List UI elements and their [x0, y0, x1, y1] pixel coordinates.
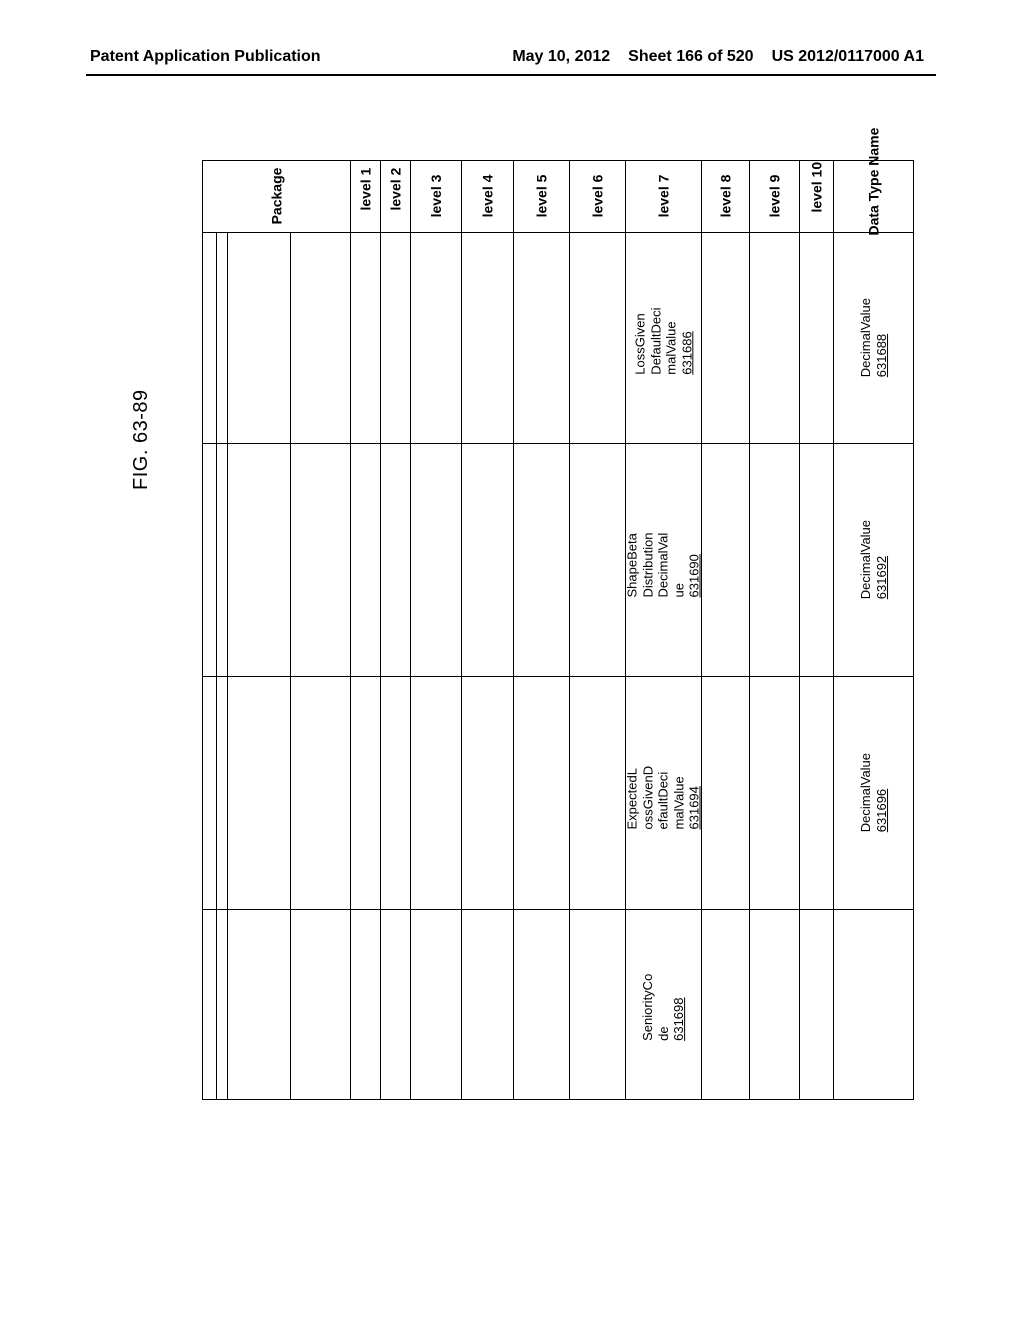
col-level-2: level 2 — [381, 161, 411, 233]
table-row: SeniorityCo de631698 — [203, 909, 914, 1099]
cell-datatype — [834, 909, 914, 1099]
cell-datatype: DecimalValue631688 — [834, 232, 914, 443]
col-package: Package — [203, 161, 351, 233]
header-sheet: Sheet 166 of 520 — [628, 48, 753, 66]
col-level-7: level 7 — [626, 161, 702, 233]
cell-level7: ShapeBeta Distribution DecimalVal ue6316… — [626, 444, 702, 677]
table-row: ExpectedL ossGivenD efaultDeci malValue6… — [203, 677, 914, 910]
col-datatype: Data Type Name — [834, 161, 914, 233]
table-row: ShapeBeta Distribution DecimalVal ue6316… — [203, 444, 914, 677]
ref-number: 631692 — [874, 556, 889, 599]
col-level-10: level 10 — [800, 161, 834, 233]
col-level-4: level 4 — [462, 161, 514, 233]
header-date: May 10, 2012 — [512, 48, 610, 66]
ref-number: 631686 — [679, 332, 694, 375]
cell-datatype: DecimalValue631692 — [834, 444, 914, 677]
cell-level7: LossGiven DefaultDeci malValue631686 — [626, 232, 702, 443]
ref-number: 631696 — [874, 788, 889, 831]
col-level-1: level 1 — [351, 161, 381, 233]
header-pubno: US 2012/0117000 A1 — [772, 48, 924, 66]
cell-datatype: DecimalValue631696 — [834, 677, 914, 910]
col-level-9: level 9 — [750, 161, 800, 233]
cell-level7: ExpectedL ossGivenD efaultDeci malValue6… — [626, 677, 702, 910]
col-level-3: level 3 — [411, 161, 462, 233]
figure-label: FIG. 63-89 — [130, 389, 153, 490]
col-level-5: level 5 — [514, 161, 570, 233]
page-header: Patent Application Publication May 10, 2… — [0, 48, 1024, 66]
cell-level7: SeniorityCo de631698 — [626, 909, 702, 1099]
data-table: Package level 1 level 2 level 3 level 4 … — [202, 160, 914, 1100]
header-rule — [86, 74, 936, 76]
ref-number: 631694 — [687, 786, 702, 829]
header-left: Patent Application Publication — [90, 48, 321, 66]
ref-number: 631690 — [687, 554, 702, 597]
col-level-6: level 6 — [570, 161, 626, 233]
table-row: LossGiven DefaultDeci malValue631686 Dec… — [203, 232, 914, 443]
ref-number: 631698 — [671, 998, 686, 1041]
col-level-8: level 8 — [702, 161, 750, 233]
ref-number: 631688 — [874, 334, 889, 377]
header-right: May 10, 2012 Sheet 166 of 520 US 2012/01… — [512, 48, 924, 66]
